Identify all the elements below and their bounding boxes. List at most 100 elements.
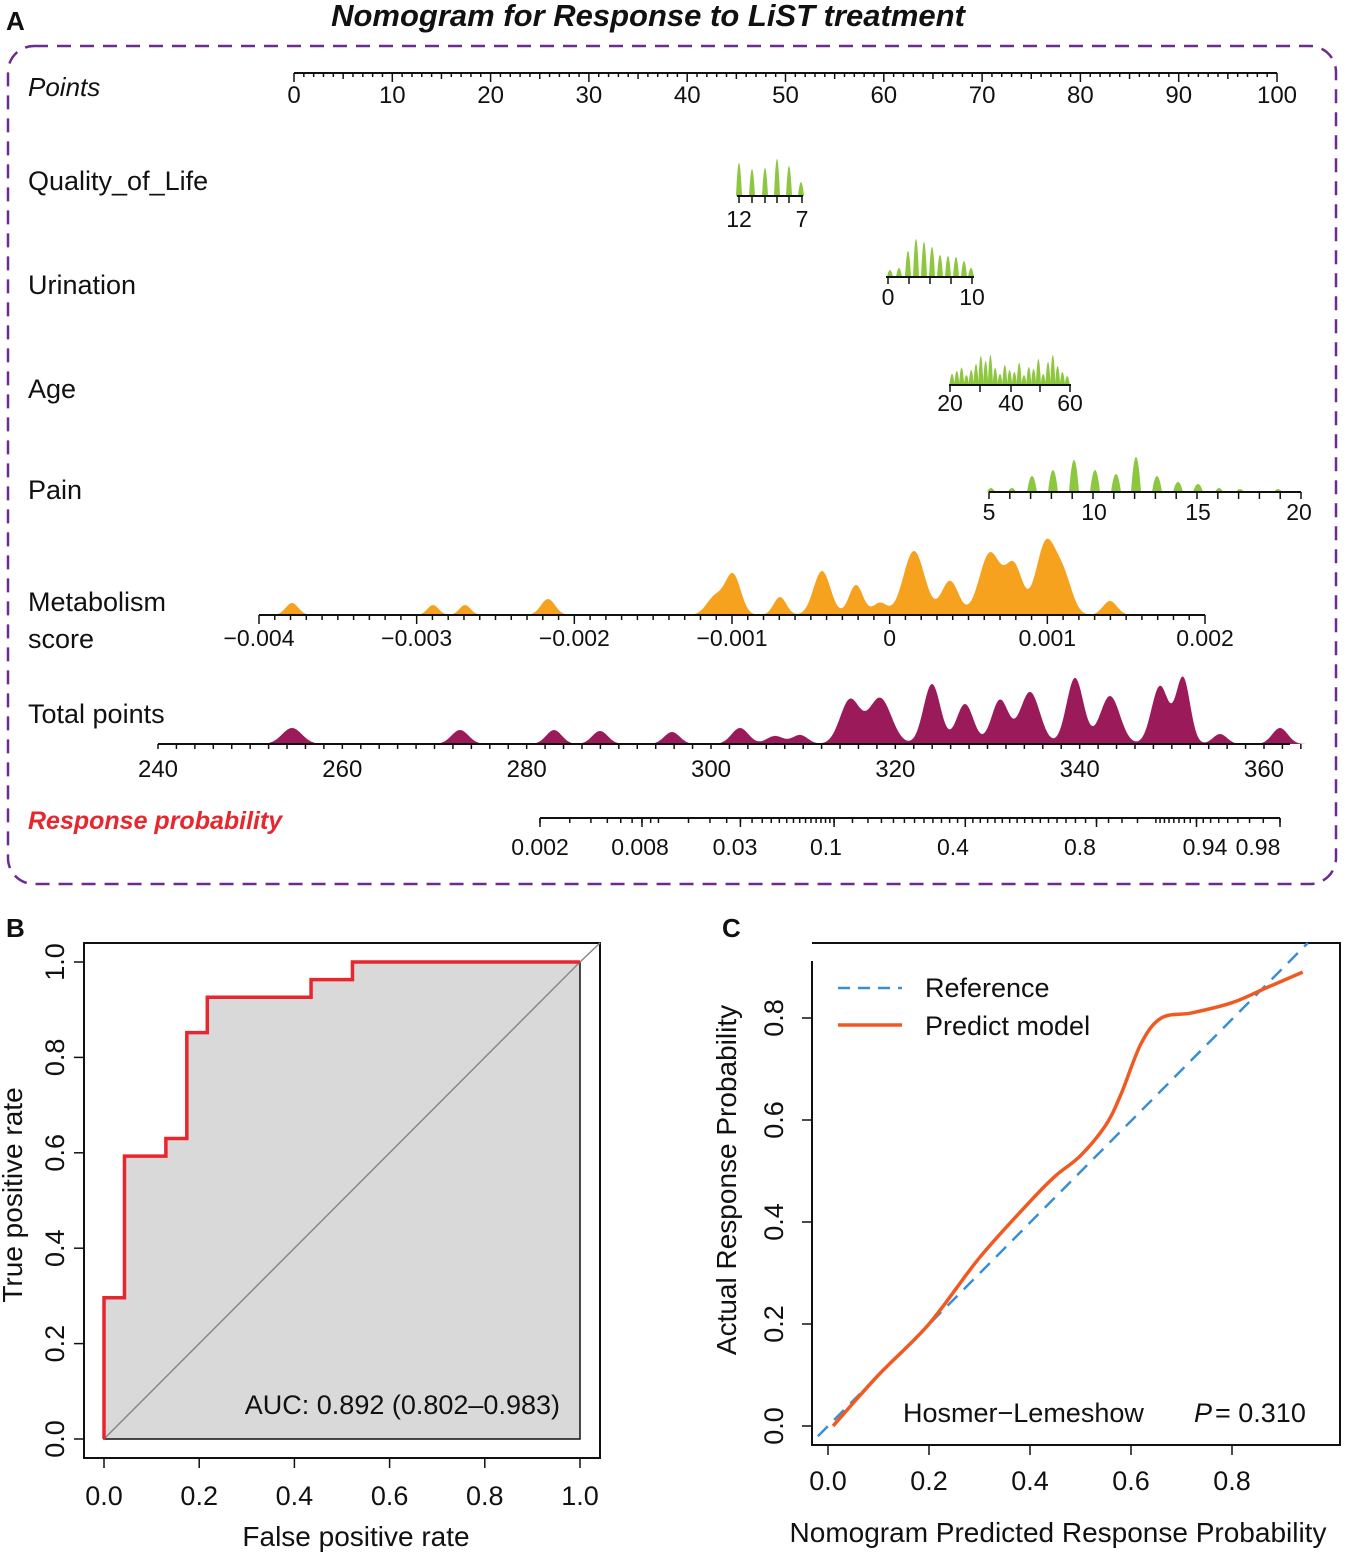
- points-tick-label: 60: [870, 82, 897, 109]
- total-points-tick-label: 280: [507, 756, 547, 783]
- pain-density-peak-5: [1090, 470, 1100, 492]
- pain-tick-15: 15: [1185, 499, 1211, 525]
- pain-tick-10: 10: [1081, 499, 1107, 525]
- urination-density-peak-0: [887, 270, 893, 277]
- age-density-peak-15: [1021, 375, 1027, 385]
- calibration-x-tick-label: 0.6: [1112, 1466, 1150, 1496]
- age-density-peak-21: [1050, 355, 1056, 385]
- total-points-tick-label: 360: [1244, 756, 1284, 783]
- points-tick-label: 80: [1067, 82, 1094, 109]
- age-tick-60: 60: [1057, 390, 1083, 416]
- urination-scale: [886, 239, 974, 284]
- roc-y-tick-label: 0.0: [40, 1420, 70, 1458]
- probability-tick-label: 0.4: [937, 834, 969, 860]
- pain-density-peak-6: [1111, 474, 1121, 492]
- response-probability-scale: 0.002 0.008 0.03 0.1 0.4 0.8 0.94 0.98: [511, 817, 1281, 860]
- urination-tick-0: 0: [882, 284, 895, 310]
- calibration-y-tick-label: 0.4: [759, 1203, 789, 1241]
- quality-density-peak-4: [786, 166, 792, 196]
- total-points-tick-label: 320: [875, 756, 915, 783]
- roc-y-tick-label: 0.4: [40, 1229, 70, 1267]
- quality-density-peak-0: [736, 163, 742, 196]
- metabolism-tick-label: −0.004: [224, 625, 295, 651]
- pain-tick-5: 5: [983, 499, 996, 525]
- nomogram-title: Nomogram for Response to LiST treatment: [331, 0, 967, 33]
- age-density-peak-23: [1059, 372, 1065, 385]
- roc-chart: 0.0 0.2 0.4 0.6 0.8 1.0 0.0 0.2 0.4 0.6 0.8 1.0: [40, 942, 601, 1511]
- age-density-peak-14: [1016, 363, 1022, 385]
- total-points-density-area: [260, 676, 1305, 744]
- age-tick-20: 20: [937, 390, 963, 416]
- age-label: Age: [28, 374, 76, 404]
- quality-density-peak-3: [774, 159, 780, 196]
- calibration-plot-frame: [811, 942, 1341, 1446]
- points-tick-label: 90: [1165, 82, 1192, 109]
- quality-tick-12: 12: [726, 206, 752, 232]
- total-points-label: Total points: [28, 699, 165, 729]
- pain-density-peak-7: [1131, 457, 1141, 492]
- hosmer-lemeshow-value: = 0.310: [1215, 1398, 1306, 1428]
- points-tick-label: 100: [1257, 82, 1297, 109]
- age-density-peak-17: [1031, 369, 1037, 385]
- calibration-x-tick-label: 0.8: [1213, 1466, 1251, 1496]
- age-density-peak-2: [959, 367, 965, 385]
- roc-y-tick-label: 1.0: [40, 943, 70, 981]
- calibration-legend-reference: Reference: [925, 973, 1050, 1003]
- total-points-tick-label: 240: [138, 756, 178, 783]
- metabolism-tick-label: 0: [883, 625, 896, 651]
- quality-density-peak-2: [762, 168, 768, 196]
- roc-x-tick-label: 1.0: [561, 1481, 599, 1511]
- quality-of-life-scale: [736, 159, 804, 203]
- urination-density-peak-9: [961, 261, 967, 277]
- pain-density-peak-9: [1173, 482, 1183, 492]
- calibration-chart: 0.0 0.2 0.4 0.6 0.8 0.0 0.2 0.4 0.6 0.8: [759, 942, 1341, 1496]
- calibration-legend-predict: Predict model: [925, 1011, 1090, 1041]
- probability-tick-label: 0.002: [511, 834, 569, 860]
- total-points-tick-label: 300: [691, 756, 731, 783]
- age-density-peak-22: [1055, 366, 1061, 385]
- quality-density-peak-5: [798, 182, 804, 196]
- points-axis: 0 10 20 30 40 50 60 70 80 90 100: [287, 72, 1297, 109]
- age-density-peak-7: [983, 361, 989, 385]
- metabolism-tick-label: 0.002: [1176, 625, 1234, 651]
- age-density-peak-6: [978, 356, 984, 385]
- metabolism-label-line2: score: [28, 624, 94, 654]
- urination-tick-10: 10: [959, 284, 985, 310]
- points-tick-label: 20: [477, 82, 504, 109]
- roc-plot-frame: [83, 942, 601, 1459]
- points-tick-label: 40: [674, 82, 701, 109]
- roc-x-tick-label: 0.4: [276, 1481, 314, 1511]
- age-density-peak-11: [1002, 365, 1008, 385]
- hosmer-lemeshow-p: P: [1194, 1398, 1212, 1428]
- calibration-xlabel: Nomogram Predicted Response Probability: [790, 1517, 1327, 1548]
- age-density-peak-20: [1045, 362, 1051, 385]
- age-density-peak-16: [1026, 367, 1032, 385]
- calibration-y-tick-label: 0.0: [759, 1407, 789, 1445]
- panel-c-label: C: [722, 913, 741, 943]
- probability-tick-label: 0.1: [810, 834, 842, 860]
- age-density-peak-5: [973, 364, 979, 385]
- roc-diagonal-line: [103, 961, 581, 1440]
- points-tick-label: 50: [772, 82, 799, 109]
- roc-x-tick-label: 0.6: [371, 1481, 409, 1511]
- age-density-peak-18: [1035, 359, 1041, 385]
- age-tick-40: 40: [998, 390, 1024, 416]
- urination-density-peak-2: [905, 251, 911, 277]
- age-density-peak-13: [1011, 372, 1017, 385]
- roc-x-tick-label: 0.8: [466, 1481, 504, 1511]
- calibration-predict-curve: [831, 970, 1304, 1428]
- age-density-peak-9: [992, 368, 998, 385]
- roc-x-tick-label: 0.0: [85, 1481, 123, 1511]
- age-scale: [949, 355, 1071, 392]
- roc-diagonal-extension: [579, 942, 601, 963]
- metabolism-label-line1: Metabolism: [28, 587, 166, 617]
- pain-density-peak-10: [1193, 484, 1203, 492]
- roc-y-tick-label: 0.6: [40, 1134, 70, 1172]
- calibration-x-tick-label: 0.4: [1011, 1466, 1049, 1496]
- calibration-ylabel: Actual Response Probability: [711, 1005, 742, 1355]
- pain-density-peak-3: [1048, 470, 1058, 492]
- panel-b-label: B: [6, 913, 25, 943]
- panel-a-label: A: [6, 6, 25, 36]
- roc-auc-text: AUC: 0.892 (0.802–0.983): [245, 1390, 560, 1420]
